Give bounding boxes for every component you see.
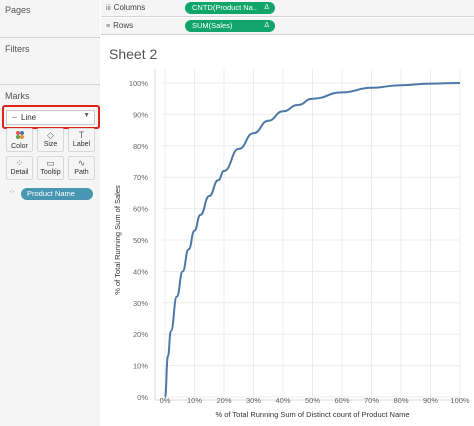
y-tick-label: 40% [133,267,148,276]
x-tick-label: 30% [246,396,261,405]
mark-type-label: Line [21,113,37,122]
x-tick-label: 80% [393,396,408,405]
y-axis-title: % of Total Running Sum of Sales [113,185,122,295]
columns-shelf-label: iii Columns [106,3,145,12]
size-icon: ◇ [47,130,54,140]
label-tile-label: Label [72,141,91,148]
size-tile-label: Size [43,141,58,148]
table-calc-delta-icon: Δ [264,22,269,29]
chart-grid [154,69,464,401]
chart-series [164,82,461,398]
rows-shelf-label: ≡ Rows [106,21,133,30]
detail-dots-icon: ⁘ [9,189,15,196]
tooltip-tile[interactable]: ▭ Tooltip [37,156,64,180]
table-calc-delta-icon: Δ [264,4,269,11]
color-icon [7,130,32,142]
path-tile-label: Path [74,169,89,176]
x-tick-label: 0% [160,396,171,405]
x-tick-labels: 0% 10% 20% 30% 40% 50% 60% 70% 80% 90% 100% [160,396,470,405]
rows-pill-label: SUM(Sales) [192,21,233,30]
y-tick-label: 0% [137,393,148,402]
color-tile[interactable]: Color [6,128,33,152]
view-canvas [101,36,474,426]
tooltip-icon: ▭ [46,158,55,168]
line-mark-icon: ∼ [11,113,18,122]
label-icon: T [78,130,85,140]
columns-shelf[interactable]: iii Columns CNTD(Product Na.. Δ [101,0,474,17]
columns-pill-label: CNTD(Product Na.. [192,3,258,12]
columns-pill[interactable]: CNTD(Product Na.. Δ [185,2,275,14]
pages-title: Pages [5,5,31,15]
x-tick-label: 50% [305,396,320,405]
series-line[interactable] [164,82,461,398]
y-tick-label: 100% [129,79,149,88]
tooltip-tile-label: Tooltip [40,169,61,176]
product-name-pill[interactable]: Product Name [21,188,93,200]
columns-label: Columns [113,3,146,12]
x-tick-label: 90% [423,396,438,405]
marks-title: Marks [5,91,30,101]
x-tick-label: 100% [450,396,470,405]
detail-tile[interactable]: ⁘ Detail [6,156,33,180]
chevron-down-icon: ▼ [83,112,90,119]
path-icon: ∿ [77,158,86,168]
y-tick-label: 70% [133,173,148,182]
rows-icon: ≡ [106,23,111,30]
y-tick-label: 10% [133,362,148,371]
x-tick-label: 20% [216,396,231,405]
rows-label: Rows [113,21,134,30]
mark-type-dropdown[interactable]: ∼ Line ▼ [6,110,95,125]
filters-card[interactable]: Filters [0,39,100,85]
color-tile-label: Color [11,143,28,150]
x-tick-label: 10% [187,396,202,405]
size-tile[interactable]: ◇ Size [37,128,64,152]
y-tick-label: 60% [133,205,148,214]
x-tick-label: 40% [275,396,290,405]
x-axis-title: % of Total Running Sum of Distinct count… [215,410,409,419]
sheet-title: Sheet 2 [109,46,158,62]
label-tile[interactable]: T Label [68,128,95,152]
rows-shelf[interactable]: ≡ Rows SUM(Sales) Δ [101,18,474,35]
pages-card[interactable]: Pages [0,0,100,38]
x-tick-label: 70% [364,396,379,405]
filters-title: Filters [5,44,30,54]
x-tick-label: 60% [334,396,349,405]
detail-tile-label: Detail [10,169,29,176]
y-tick-label: 30% [133,299,148,308]
rows-pill[interactable]: SUM(Sales) Δ [185,20,275,32]
y-tick-labels: 0% 10% 20% 30% 40% 50% 60% 70% 80% 90% 100% [129,79,149,402]
y-tick-label: 90% [133,110,148,119]
path-tile[interactable]: ∿ Path [68,156,95,180]
y-tick-label: 50% [133,236,148,245]
columns-icon: iii [106,5,111,12]
y-tick-label: 80% [133,142,148,151]
detail-icon: ⁘ [15,158,24,168]
y-tick-label: 20% [133,330,148,339]
